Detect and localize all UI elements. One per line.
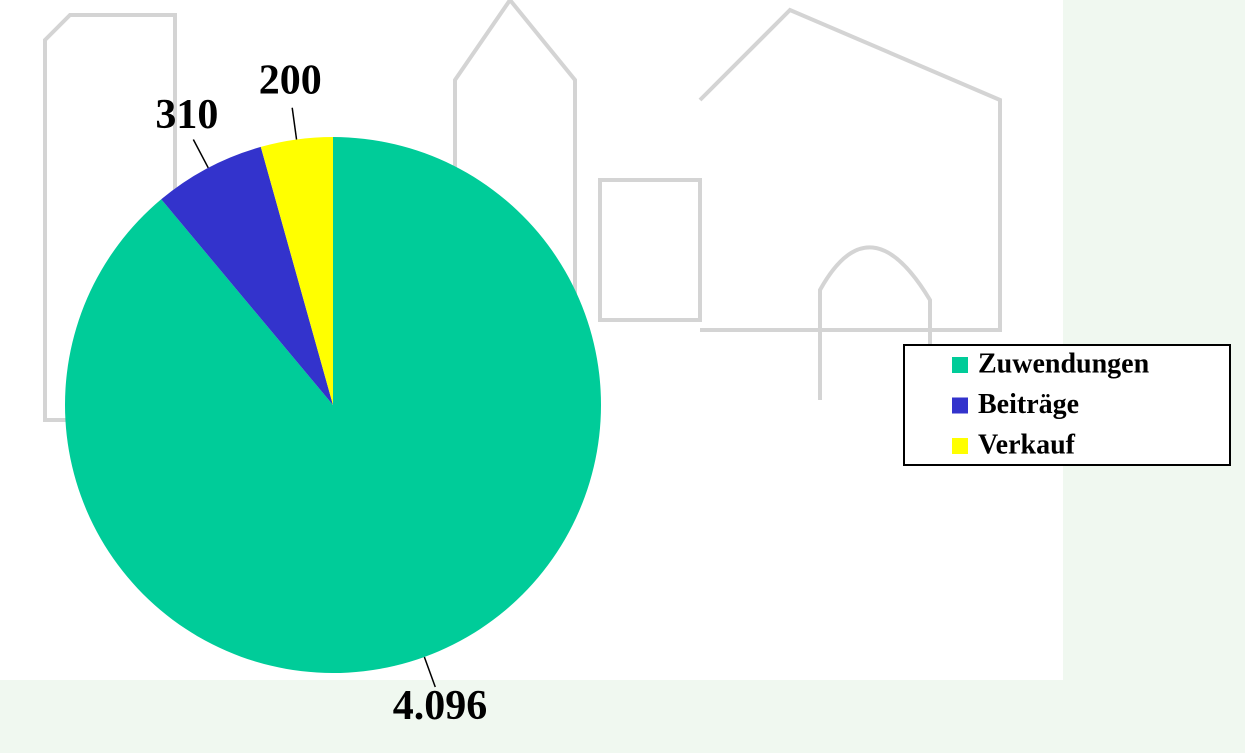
value-label: 310 <box>155 92 218 138</box>
value-label: 4.096 <box>393 683 488 729</box>
legend-swatch <box>952 438 968 454</box>
legend-label: Beiträge <box>978 389 1079 420</box>
legend-label: Zuwendungen <box>978 348 1150 379</box>
legend-swatch <box>952 398 968 414</box>
page: 4.096310200ZuwendungenBeiträgeVerkauf ((… <box>0 0 1245 753</box>
legend-swatch <box>952 357 968 373</box>
value-label: 200 <box>259 58 322 104</box>
chart: 4.096 310 200 Zuwendungen Beiträge Verkauf <box>0 0 1245 753</box>
legend-label: Verkauf <box>978 429 1076 460</box>
